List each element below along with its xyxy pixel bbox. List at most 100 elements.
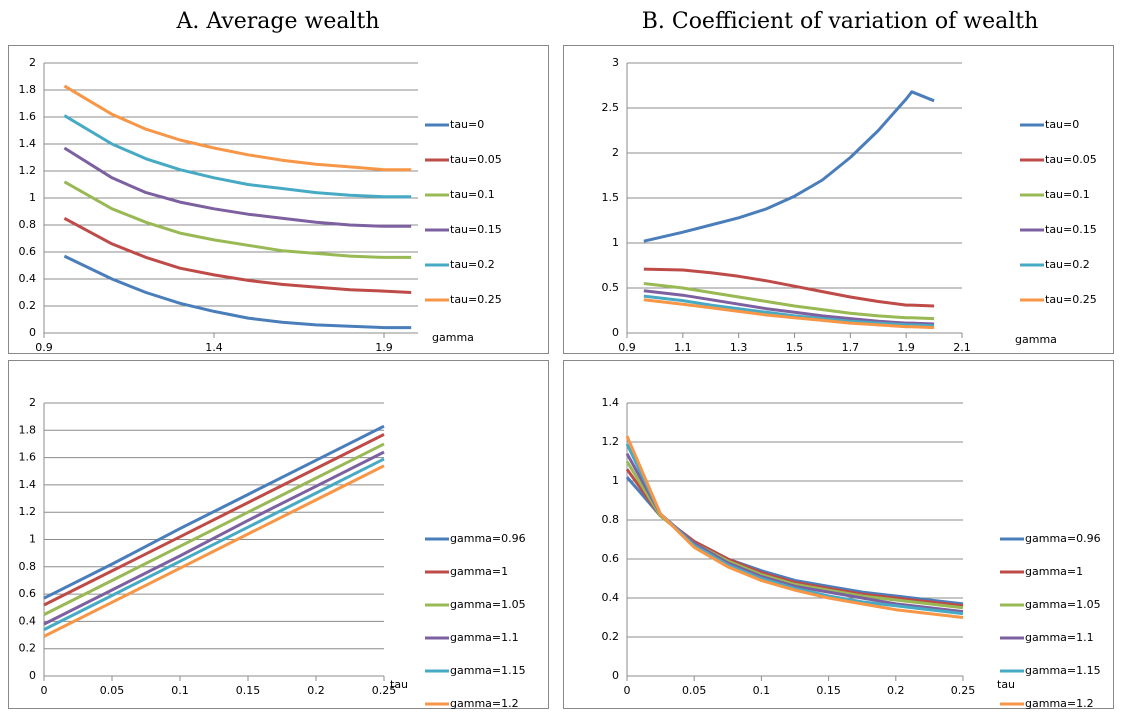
y-tick-label: 0.2 bbox=[19, 299, 37, 312]
y-tick-label: 0.4 bbox=[19, 614, 37, 627]
y-tick-label: 1.8 bbox=[19, 423, 37, 436]
x-tick-label: 1.9 bbox=[897, 341, 915, 354]
series-line bbox=[63, 114, 412, 199]
series-line bbox=[643, 294, 935, 328]
y-tick-label: 0.2 bbox=[602, 630, 620, 643]
x-axis-label: gamma bbox=[432, 331, 474, 344]
column-title: A. Average wealth bbox=[175, 9, 379, 34]
y-tick-label: 0.2 bbox=[19, 642, 37, 655]
legend-label: tau=0.05 bbox=[450, 153, 502, 166]
y-tick-label: 1 bbox=[29, 533, 36, 546]
legend-label: gamma=1.15 bbox=[450, 664, 526, 677]
series-line bbox=[63, 254, 412, 330]
y-tick-label: 0 bbox=[29, 326, 36, 339]
y-tick-label: 0.8 bbox=[19, 218, 37, 231]
x-axis-label: gamma bbox=[1015, 333, 1057, 346]
series-line bbox=[643, 90, 935, 243]
y-tick-label: 0.8 bbox=[19, 560, 37, 573]
x-tick-label: 1.5 bbox=[786, 341, 804, 354]
y-tick-label: 0 bbox=[612, 326, 619, 339]
legend-label: gamma=1.05 bbox=[1025, 598, 1101, 611]
y-tick-label: 3 bbox=[612, 56, 619, 69]
series-line bbox=[43, 464, 385, 638]
legend-label: tau=0 bbox=[1045, 118, 1079, 131]
x-tick-label: 0.25 bbox=[951, 684, 976, 697]
legend-label: tau=0.15 bbox=[450, 223, 502, 236]
x-tick-label: 0.9 bbox=[35, 341, 53, 354]
legend-label: gamma=1 bbox=[450, 565, 508, 578]
x-tick-label: 0.2 bbox=[307, 684, 325, 697]
y-tick-label: 2 bbox=[29, 56, 36, 69]
x-tick-label: 0.1 bbox=[171, 684, 189, 697]
legend-label: gamma=1.1 bbox=[1025, 631, 1094, 644]
series-line bbox=[43, 433, 385, 607]
x-tick-label: 0.05 bbox=[100, 684, 125, 697]
x-axis-label: tau bbox=[390, 678, 408, 691]
x-tick-label: 1.4 bbox=[205, 341, 223, 354]
series-line bbox=[643, 298, 935, 330]
legend-label: gamma=0.96 bbox=[1025, 532, 1101, 545]
series-line bbox=[643, 282, 935, 321]
legend-label: gamma=0.96 bbox=[450, 532, 526, 545]
y-tick-label: 0.6 bbox=[602, 552, 620, 565]
y-tick-label: 1.6 bbox=[19, 110, 37, 123]
y-tick-label: 1.2 bbox=[602, 435, 620, 448]
x-tick-label: 2.1 bbox=[953, 341, 971, 354]
x-tick-label: 0.9 bbox=[618, 341, 636, 354]
y-tick-label: 2 bbox=[612, 146, 619, 159]
legend-label: gamma=1.1 bbox=[450, 631, 519, 644]
x-tick-label: 0.25 bbox=[372, 684, 397, 697]
y-tick-label: 0.6 bbox=[19, 245, 37, 258]
y-tick-label: 1.2 bbox=[19, 164, 37, 177]
x-tick-label: 0.05 bbox=[682, 684, 707, 697]
x-tick-label: 0 bbox=[624, 684, 631, 697]
series-line bbox=[43, 424, 385, 600]
series-line bbox=[63, 84, 412, 172]
legend-label: tau=0.25 bbox=[450, 293, 502, 306]
y-tick-label: 1.5 bbox=[602, 191, 620, 204]
legend-label: tau=0.2 bbox=[450, 258, 495, 271]
y-tick-label: 0 bbox=[612, 669, 619, 682]
y-tick-label: 0 bbox=[29, 669, 36, 682]
panel-frame bbox=[563, 45, 1114, 354]
legend-label: tau=0 bbox=[450, 118, 484, 131]
y-tick-label: 1.4 bbox=[19, 137, 37, 150]
legend-label: tau=0.25 bbox=[1045, 293, 1097, 306]
y-tick-label: 0.5 bbox=[602, 281, 620, 294]
x-tick-label: 0 bbox=[41, 684, 48, 697]
y-tick-label: 0.6 bbox=[19, 587, 37, 600]
legend-label: gamma=1.2 bbox=[1025, 697, 1094, 710]
y-tick-label: 1 bbox=[612, 474, 619, 487]
y-tick-label: 1.4 bbox=[602, 396, 620, 409]
x-tick-label: 1.3 bbox=[730, 341, 748, 354]
y-tick-label: 1.6 bbox=[19, 451, 37, 464]
series-line bbox=[625, 435, 964, 619]
panel-frame bbox=[563, 360, 1114, 709]
legend-label: gamma=1.2 bbox=[450, 697, 519, 710]
y-tick-label: 2.5 bbox=[602, 101, 620, 114]
series-line bbox=[643, 267, 935, 308]
legend-label: tau=0.15 bbox=[1045, 223, 1097, 236]
legend-label: gamma=1 bbox=[1025, 565, 1083, 578]
legend-label: tau=0.1 bbox=[450, 188, 495, 201]
y-tick-label: 0.4 bbox=[19, 272, 37, 285]
x-tick-label: 0.15 bbox=[816, 684, 841, 697]
y-tick-label: 1.4 bbox=[19, 478, 37, 491]
y-tick-label: 2 bbox=[29, 396, 36, 409]
panel-frame bbox=[8, 360, 549, 709]
series-line bbox=[43, 442, 385, 616]
series-line bbox=[43, 450, 385, 626]
legend-label: gamma=1.15 bbox=[1025, 664, 1101, 677]
x-tick-label: 0.15 bbox=[236, 684, 261, 697]
x-tick-label: 1.7 bbox=[842, 341, 860, 354]
series-line bbox=[63, 146, 412, 228]
x-axis-label: tau bbox=[997, 678, 1015, 691]
x-tick-label: 1.1 bbox=[674, 341, 692, 354]
series-line bbox=[643, 289, 935, 326]
x-tick-label: 0.1 bbox=[753, 684, 771, 697]
x-tick-label: 1.9 bbox=[375, 341, 393, 354]
y-tick-label: 0.4 bbox=[602, 591, 620, 604]
y-tick-label: 1 bbox=[29, 191, 36, 204]
